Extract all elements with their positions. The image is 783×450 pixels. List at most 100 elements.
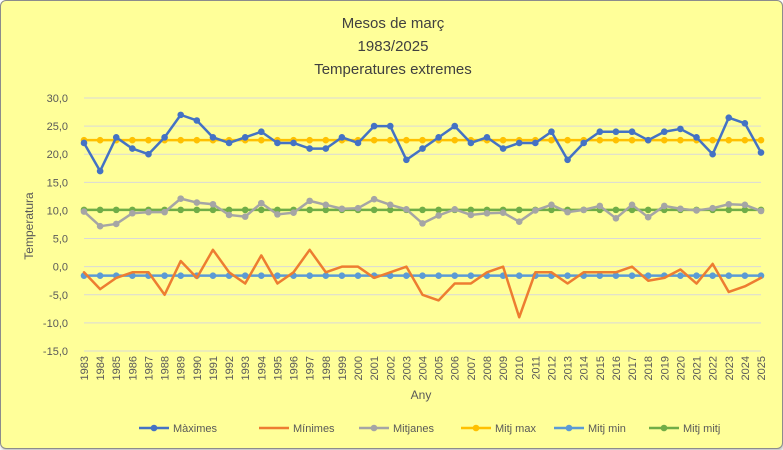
data-point (354, 272, 362, 279)
data-point (515, 139, 523, 147)
data-point (628, 272, 636, 279)
data-point (596, 202, 604, 210)
y-tick-label: 25,0 (47, 121, 68, 133)
x-tick-label: 1994 (256, 356, 268, 380)
data-point (693, 207, 700, 214)
chart-title-line-2: 1983/2025 (358, 38, 429, 55)
data-point (193, 206, 201, 214)
data-point (435, 206, 442, 214)
data-point (386, 206, 394, 214)
data-point (306, 145, 313, 152)
data-point (322, 206, 330, 214)
data-point (112, 220, 120, 228)
data-point (612, 272, 620, 279)
data-point (225, 211, 233, 219)
data-point (644, 272, 652, 279)
data-point (548, 206, 555, 214)
legend: Màximes Mínimes Mitjanes Mitj max Mitj min Mi… (139, 423, 720, 435)
data-point (596, 272, 604, 279)
data-point (467, 211, 475, 219)
x-tick-label: 1991 (208, 356, 220, 380)
data-point (644, 213, 652, 221)
x-tick-label: 2020 (675, 356, 687, 380)
data-point (419, 272, 426, 279)
data-point (451, 122, 459, 130)
x-tick-label: 1984 (95, 356, 107, 380)
y-tick-label: -10,0 (43, 318, 68, 330)
data-point (515, 218, 523, 225)
x-tick-label: 2013 (563, 356, 575, 380)
data-point (467, 272, 475, 279)
data-point (403, 156, 410, 164)
data-point (258, 128, 265, 136)
x-tick-label: 1995 (272, 356, 284, 380)
x-tick-label: 2008 (482, 356, 494, 380)
x-tick-label: 1993 (240, 356, 252, 380)
data-point (564, 208, 571, 216)
data-point (274, 139, 281, 147)
x-tick-label: 2007 (466, 356, 478, 380)
data-point (338, 272, 346, 279)
data-point (145, 150, 152, 158)
series-mínimes (82, 248, 763, 319)
data-point (96, 222, 104, 230)
legend-item: Mitj min (554, 423, 626, 435)
legend-swatch-marker (565, 424, 573, 432)
data-point (677, 136, 684, 144)
data-point (306, 136, 313, 144)
x-tick-label: 2018 (643, 356, 655, 380)
data-point (354, 204, 362, 212)
data-point (532, 207, 539, 214)
data-point (725, 136, 733, 144)
legend-swatch-marker (472, 424, 480, 432)
data-point (258, 136, 265, 144)
x-tick-label: 2024 (740, 356, 752, 380)
data-point (757, 136, 765, 144)
data-point (435, 272, 442, 279)
series-mitjanes (80, 195, 765, 230)
data-point (177, 111, 185, 119)
x-tick-label: 2025 (756, 356, 768, 380)
x-tick-label: 1986 (127, 356, 139, 380)
data-point (757, 207, 765, 215)
data-point (451, 272, 459, 279)
data-point (483, 134, 491, 141)
data-point (322, 272, 330, 279)
data-point (322, 136, 330, 144)
y-tick-label: 20,0 (47, 149, 68, 161)
data-point (241, 134, 249, 141)
data-point (612, 128, 620, 136)
data-point (338, 205, 346, 213)
data-point (161, 208, 168, 216)
data-point (96, 136, 104, 144)
x-tick-label: 2002 (385, 356, 397, 380)
data-point (548, 201, 555, 209)
data-point (403, 136, 410, 144)
data-point (112, 134, 120, 141)
series-layer (80, 111, 765, 319)
y-axis-title: Temperatura (22, 192, 36, 260)
data-point (258, 272, 265, 279)
data-point (725, 114, 733, 121)
legend-item: Mitj mitj (649, 423, 720, 435)
data-point (693, 134, 700, 141)
x-tick-label: 1998 (321, 356, 333, 380)
data-point (129, 145, 136, 152)
data-point (258, 199, 265, 207)
x-tick-label: 2014 (579, 356, 591, 380)
legend-item: Màximes (139, 423, 218, 435)
data-point (693, 272, 700, 279)
series-màximes (80, 111, 765, 175)
data-point (177, 206, 185, 214)
y-tick-label: -5,0 (49, 290, 68, 302)
data-point (451, 136, 459, 144)
chart-title-line-1: Mesos de març (342, 15, 445, 32)
data-point (129, 136, 136, 144)
y-tick-label: 15,0 (47, 177, 68, 189)
data-point (161, 272, 168, 279)
data-point (241, 272, 249, 279)
x-tick-label: 1987 (143, 356, 155, 380)
data-point (419, 220, 426, 227)
